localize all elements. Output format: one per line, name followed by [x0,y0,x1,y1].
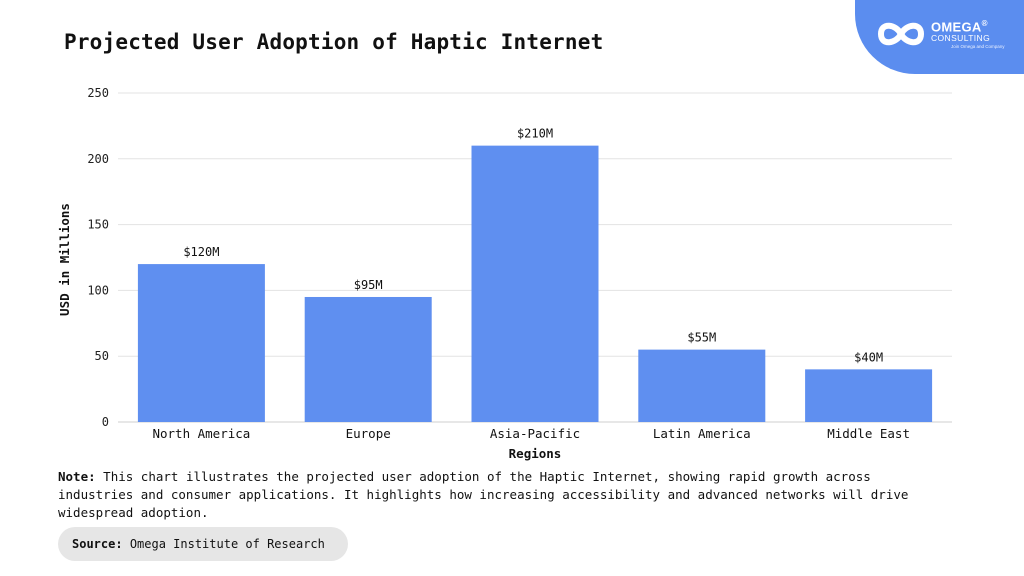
omega-logo: OMEGA® CONSULTING Join Omega and Company [855,0,1024,74]
logo-name: OMEGA® [931,19,988,35]
data-label: $40M [854,350,883,364]
y-axis-label: USD in Millions [57,203,72,316]
data-label: $95M [354,278,383,292]
bar [471,145,599,422]
note-text: This chart illustrates the projected use… [58,469,909,520]
y-tick-label: 150 [87,218,109,232]
bar [137,264,265,422]
x-tick-label: Middle East [827,426,910,441]
bar [805,369,933,422]
logo-tagline: Join Omega and Company [951,44,1005,49]
source-text: Omega Institute of Research [129,537,325,551]
bar-chart: 0 50 100 150 200 250 $120M North America $95M Eur… [57,86,952,461]
data-label: $120M [183,245,219,259]
x-axis-label: Regions [509,446,562,461]
bar [638,349,766,422]
y-tick-label: 50 [95,349,109,363]
logo-subtitle: CONSULTING [931,33,991,43]
y-tick-label: 200 [87,152,109,166]
y-tick-label: 250 [87,86,109,100]
x-tick-label: Asia-Pacific [490,426,580,441]
note-label: Note: [58,469,96,484]
x-tick-label: Latin America [653,426,751,441]
infinity-icon [877,22,925,46]
y-tick-label: 100 [87,283,109,297]
x-tick-label: Europe [346,426,391,441]
source-label: Source: [72,537,123,551]
bar [304,296,432,422]
data-label: $210M [517,127,553,141]
chart-title: Projected User Adoption of Haptic Intern… [64,30,604,54]
x-tick-label: North America [152,426,250,441]
y-tick-label: 0 [102,415,109,429]
source-pill: Source: Omega Institute of Research [58,527,348,561]
chart-note: Note: This chart illustrates the project… [58,468,938,522]
data-label: $55M [687,331,716,345]
